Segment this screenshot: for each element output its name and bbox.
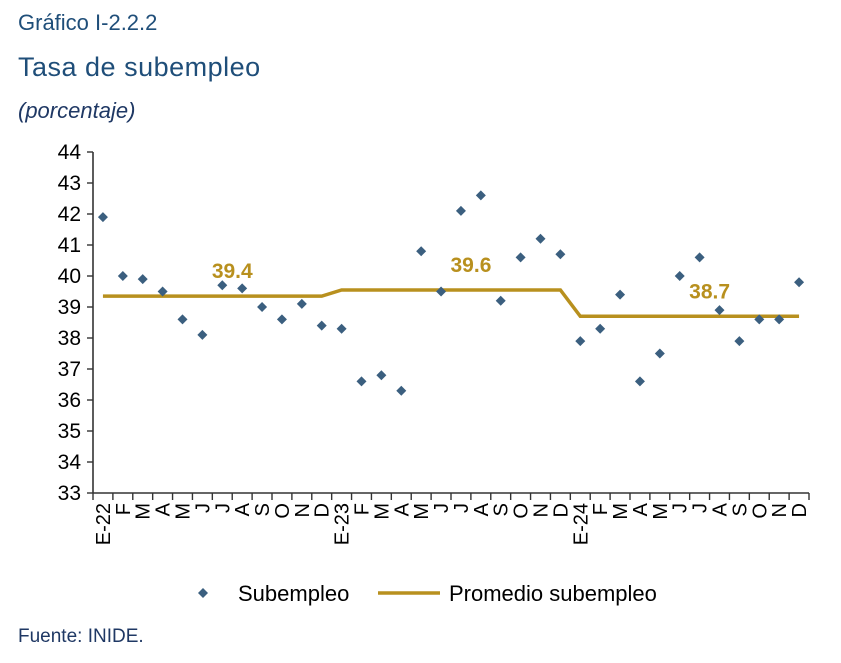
x-tick-label: F: [590, 503, 612, 515]
x-tick-label: M: [650, 503, 672, 520]
legend-subempleo-marker: [198, 588, 208, 598]
x-tick-label: N: [769, 503, 791, 517]
subempleo-point: [157, 286, 168, 297]
x-tick-label: F: [352, 503, 374, 515]
chart-subtitle: (porcentaje): [18, 98, 136, 123]
x-tick-label: F: [113, 503, 135, 515]
x-tick-label: S: [252, 503, 274, 516]
subempleo-point: [634, 376, 645, 387]
y-tick-label: 43: [58, 172, 81, 195]
subempleo-point: [257, 302, 268, 312]
subempleo-point: [396, 385, 407, 396]
x-tick-label: A: [153, 502, 175, 516]
y-tick-label: 38: [58, 327, 81, 350]
y-tick-label: 40: [58, 265, 81, 288]
x-tick-label: J: [192, 503, 214, 513]
source-note: Fuente: INIDE.: [18, 626, 144, 647]
subempleo-point: [356, 376, 367, 387]
x-tick-label: A: [232, 502, 254, 516]
chart-title: Tasa de subempleo: [18, 52, 261, 82]
x-tick-label: D: [550, 503, 572, 517]
x-tick-label: J: [670, 503, 692, 513]
x-tick-label: J: [431, 503, 453, 513]
subempleo-point: [376, 370, 387, 381]
x-tick-label: M: [411, 503, 433, 520]
subempleo-point: [117, 271, 128, 281]
x-tick-label: J: [212, 503, 234, 513]
average-label: 39.6: [451, 254, 492, 277]
subempleo-point: [794, 277, 805, 288]
subempleo-point: [674, 271, 685, 281]
x-tick-label: M: [371, 503, 393, 520]
x-tick-label: S: [729, 503, 751, 516]
x-tick-label: D: [312, 503, 334, 517]
x-tick-label: J: [451, 503, 473, 513]
x-tick-label: J: [690, 503, 712, 513]
subempleo-point: [495, 295, 506, 306]
y-tick-label: 35: [58, 420, 81, 443]
y-tick-label: 36: [58, 389, 81, 412]
subempleo-point: [336, 323, 347, 334]
legend-subempleo-label: Subempleo: [238, 581, 349, 606]
x-tick-label: O: [272, 503, 294, 519]
subempleo-point: [694, 252, 705, 263]
x-tick-label: A: [391, 502, 413, 516]
subempleo-point: [535, 233, 546, 244]
subempleo-point: [237, 283, 248, 294]
x-tick-label: O: [511, 503, 533, 519]
x-tick-label: A: [630, 502, 652, 516]
chart-label: Gráfico I-2.2.2: [18, 10, 158, 35]
subempleo-point: [276, 314, 287, 325]
average-label: 39.4: [212, 260, 253, 283]
subempleo-point: [654, 348, 665, 359]
x-tick-label: O: [749, 503, 771, 519]
subempleo-point: [296, 298, 307, 309]
subempleo-point: [455, 205, 466, 216]
subempleo-point: [97, 212, 108, 223]
y-tick-label: 41: [58, 234, 81, 257]
x-tick-label: E-23: [332, 503, 354, 545]
subempleo-point: [137, 274, 148, 285]
subempleo-point: [575, 336, 586, 347]
subempleo-point: [217, 280, 228, 291]
y-tick-label: 44: [58, 141, 82, 164]
x-tick-label: E-22: [93, 503, 115, 545]
y-tick-label: 37: [58, 358, 81, 381]
subempleo-point: [475, 190, 486, 201]
y-tick-label: 42: [58, 203, 81, 226]
subempleo-point: [615, 289, 626, 300]
subempleo-point: [416, 246, 427, 257]
subempleo-point: [595, 323, 606, 334]
x-tick-label: A: [710, 502, 732, 516]
y-tick-label: 39: [58, 296, 81, 319]
subempleo-point: [774, 314, 785, 325]
x-tick-label: M: [133, 503, 155, 520]
y-tick-label: 34: [58, 451, 82, 474]
subempleo-point: [515, 252, 526, 263]
x-tick-label: S: [491, 503, 513, 516]
x-tick-label: N: [531, 503, 553, 517]
subempleo-point: [555, 249, 566, 260]
subempleo-point: [714, 305, 725, 316]
x-tick-label: M: [610, 503, 632, 520]
average-label: 38.7: [689, 280, 730, 303]
average-line: [102, 288, 800, 319]
subempleo-point: [197, 329, 208, 340]
y-tick-label: 33: [58, 482, 81, 505]
x-tick-label: M: [173, 503, 195, 520]
x-tick-label: A: [471, 502, 493, 516]
subempleo-point: [177, 314, 188, 325]
legend-average-label: Promedio subempleo: [449, 581, 657, 606]
subempleo-point: [436, 286, 447, 297]
subempleo-point: [734, 336, 745, 347]
x-tick-label: N: [292, 503, 314, 517]
x-tick-label: D: [789, 503, 811, 517]
x-tick-label: E-24: [570, 503, 592, 545]
subempleo-point: [316, 320, 327, 331]
subempleo-point: [754, 314, 765, 325]
